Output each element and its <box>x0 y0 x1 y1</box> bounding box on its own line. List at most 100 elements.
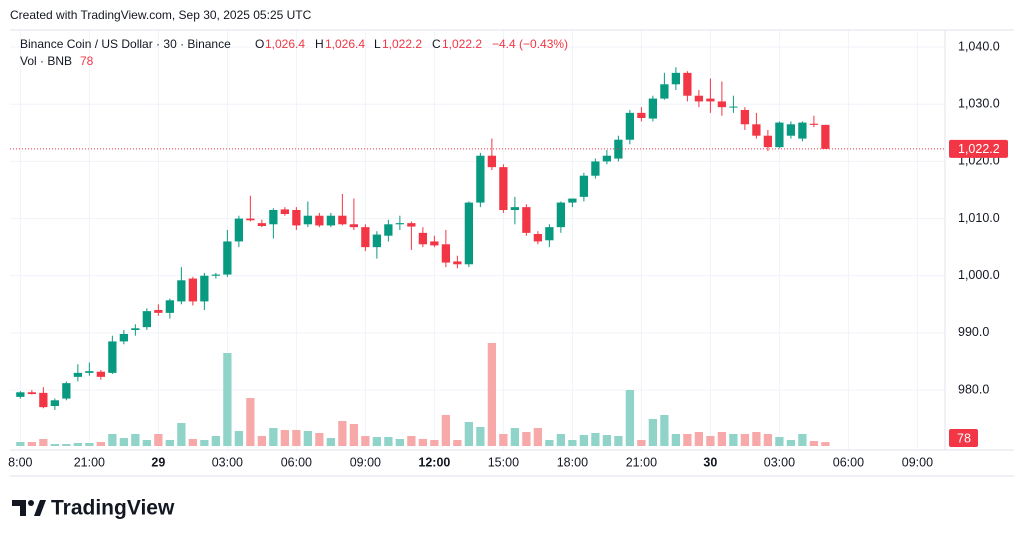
brand: TradingView <box>51 497 175 520</box>
volume-bar <box>568 440 577 446</box>
volume-bar <box>62 444 71 446</box>
candle-body <box>499 167 508 210</box>
logo-mark <box>12 500 26 516</box>
candle-body <box>142 311 151 328</box>
candle-body <box>50 400 59 406</box>
high-value: 1,026.4 <box>325 37 365 51</box>
volume-bar <box>361 436 370 446</box>
volume-bar <box>476 427 485 446</box>
volume-bar <box>407 436 416 446</box>
volume-bar <box>545 440 554 446</box>
volume-bar <box>223 353 232 446</box>
open-label: O <box>255 37 264 51</box>
volume-bar <box>499 434 508 446</box>
volume-bar <box>165 440 174 446</box>
candle-body <box>326 215 336 226</box>
volume-bar <box>487 343 497 446</box>
x-tick-label: 15:00 <box>488 455 519 469</box>
candle-body <box>16 392 25 397</box>
volume-bar <box>16 442 25 446</box>
volume-bar <box>280 430 290 446</box>
volume-bar <box>694 432 704 446</box>
candle-body <box>752 124 761 136</box>
candle-body <box>119 334 128 342</box>
volume-bar <box>131 434 140 446</box>
candle-body <box>361 227 370 248</box>
volume-bar <box>729 434 738 446</box>
candle-body <box>763 135 773 148</box>
volume-bar <box>798 434 807 446</box>
x-tick-label: 30 <box>703 455 717 469</box>
open-value: 1,026.4 <box>265 37 305 51</box>
candle-body <box>441 244 451 263</box>
volume-bar <box>441 415 451 446</box>
candle-body <box>246 218 255 221</box>
price-pane <box>10 67 945 410</box>
candle-body <box>660 84 669 99</box>
candle-body <box>188 278 197 302</box>
candle-body <box>154 310 163 313</box>
grid <box>10 30 945 450</box>
volume-bar <box>154 434 163 446</box>
x-tick-label: 09:00 <box>902 455 933 469</box>
volume-bar <box>418 439 428 446</box>
x-tick-label: 09:00 <box>350 455 381 469</box>
volume-label: Vol · BNB <box>20 54 72 68</box>
volume-bar <box>510 428 520 446</box>
x-tick-label: 21:00 <box>626 455 657 469</box>
volume-bar <box>326 438 336 446</box>
y-tick-label: 1,000.0 <box>958 268 1000 282</box>
candle-body <box>464 202 474 265</box>
volume-bar <box>85 443 94 446</box>
x-tick-label: 8:00 <box>8 455 32 469</box>
volume-bar <box>763 434 773 446</box>
candle-body <box>131 328 140 330</box>
volume-bar <box>108 434 117 446</box>
candle-body <box>292 210 301 226</box>
y-tick-label: 980.0 <box>958 382 989 396</box>
logo-mark <box>34 500 46 516</box>
candle-body <box>717 101 727 108</box>
volume-bar <box>39 439 48 446</box>
x-tick-label: 03:00 <box>764 455 795 469</box>
high-label: H <box>315 37 324 51</box>
y-tick-label: 1,030.0 <box>958 97 1000 111</box>
candle-body <box>372 234 382 248</box>
candle-body <box>407 223 416 227</box>
volume-bar <box>522 432 531 446</box>
volume-bar <box>349 424 359 446</box>
volume-bar <box>395 439 405 446</box>
candle-body <box>648 98 658 119</box>
volume-bar <box>671 434 681 446</box>
volume-bar <box>717 432 727 446</box>
volume-bar <box>372 437 382 446</box>
candle-body <box>384 224 393 236</box>
candle-body <box>740 110 750 125</box>
volume-bar <box>303 431 313 446</box>
candle-body <box>614 139 623 159</box>
candle-body <box>533 234 543 242</box>
candle-body <box>476 155 485 203</box>
candle-body <box>73 372 82 377</box>
candle-body <box>223 241 232 275</box>
axes: 980.0990.01,000.01,010.01,020.01,030.01,… <box>8 39 1008 469</box>
candle-body <box>591 161 600 176</box>
volume-bar <box>464 422 474 446</box>
change: −4.4 (−0.43%) <box>492 37 568 51</box>
candle-body <box>39 392 48 408</box>
candle-body <box>280 209 290 214</box>
volume-bar <box>660 415 669 446</box>
candle-body <box>694 95 704 102</box>
x-tick-label: 21:00 <box>74 455 105 469</box>
volume-bar <box>533 428 543 446</box>
candle-body <box>637 112 646 118</box>
candle-body <box>821 124 830 149</box>
x-tick-label: 06:00 <box>281 455 312 469</box>
volume-bar <box>625 390 635 446</box>
volume-bar <box>50 444 59 446</box>
candle-body <box>269 210 278 225</box>
candle-body <box>579 175 589 197</box>
candle-body <box>510 207 520 210</box>
candle-body <box>27 392 36 394</box>
